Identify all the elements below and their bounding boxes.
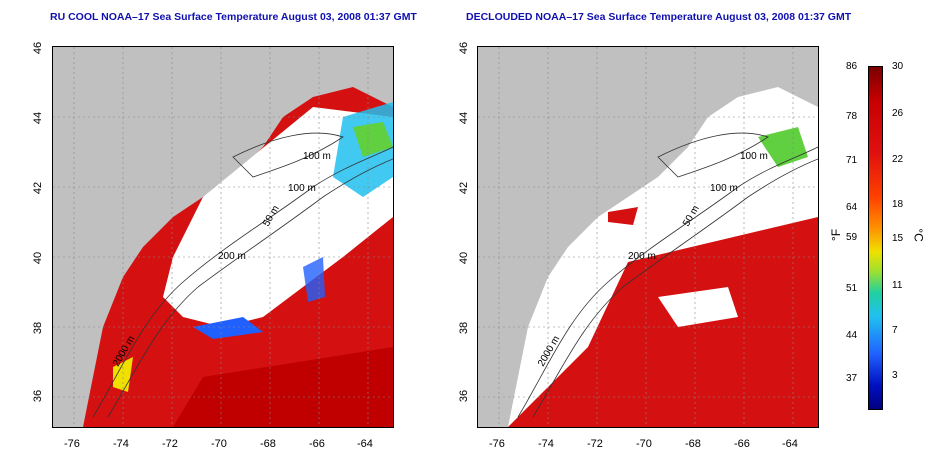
right-sst-map: 100 m 100 m 50 m 200 m 2000 m (477, 46, 819, 428)
left-sst-map: 100 m 100 m 50 m 200 m 2000 m (52, 46, 394, 428)
colorbar-c-15: 15 (892, 233, 904, 244)
colorbar-c-7: 7 (892, 325, 898, 336)
left-lat-36: 36 (32, 389, 45, 403)
colorbar-c-30: 30 (892, 61, 904, 72)
colorbar-unit-celsius: °C (911, 228, 926, 242)
right-lon-64: -64 (782, 438, 798, 450)
contour-label-100m-mid: 100 m (288, 183, 316, 194)
warm-coastal-patch (113, 357, 133, 392)
right-lat-46: 46 (458, 41, 471, 55)
left-map-title: RU COOL NOAA–17 Sea Surface Temperature … (50, 11, 417, 23)
right-lon-76: -76 (489, 438, 505, 450)
colorbar-c-18: 18 (892, 199, 904, 210)
left-lat-46: 46 (32, 41, 45, 55)
right-lon-68: -68 (685, 438, 701, 450)
warm-water-south (173, 347, 393, 427)
bathymetry-contours (92, 132, 393, 418)
left-lat-42: 42 (32, 181, 45, 195)
right-map-canvas: 100 m 100 m 50 m 200 m 2000 m (478, 47, 818, 427)
cloud-gap (658, 287, 738, 327)
contour-label-100m-north: 100 m (740, 151, 768, 162)
temperature-colorbar (868, 66, 883, 410)
right-lon-70: -70 (636, 438, 652, 450)
colorbar-f-44: 44 (846, 330, 858, 341)
land-mass (478, 47, 818, 427)
colorbar-c-26: 26 (892, 108, 904, 119)
left-lon-66: -66 (309, 438, 325, 450)
colorbar-f-64: 64 (846, 202, 858, 213)
left-lon-64: -64 (357, 438, 373, 450)
graticule (478, 47, 818, 427)
colorbar-c-11: 11 (892, 280, 903, 291)
left-lon-76: -76 (64, 438, 80, 450)
left-map-canvas: 100 m 100 m 50 m 200 m 2000 m (53, 47, 393, 427)
green-water-patch (353, 122, 393, 157)
colorbar-f-78: 78 (846, 111, 858, 122)
colorbar-f-71: 71 (846, 155, 858, 166)
contour-label-100m-mid: 100 m (710, 183, 738, 194)
colorbar-f-37: 37 (846, 373, 858, 384)
colorbar-c-22: 22 (892, 154, 904, 165)
left-lat-44: 44 (32, 111, 45, 125)
right-lat-40: 40 (458, 251, 471, 265)
right-lon-74: -74 (538, 438, 554, 450)
warm-patch-shelf (608, 207, 638, 225)
bathymetry-contours (517, 132, 818, 418)
cool-eddy (303, 257, 325, 302)
left-lon-72: -72 (162, 438, 178, 450)
left-lon-70: -70 (211, 438, 227, 450)
right-map-title: DECLOUDED NOAA–17 Sea Surface Temperatur… (466, 11, 852, 23)
colorbar-c-3: 3 (892, 370, 898, 381)
right-lat-42: 42 (458, 181, 471, 195)
right-lat-44: 44 (458, 111, 471, 125)
left-lon-68: -68 (260, 438, 276, 450)
right-lat-38: 38 (458, 321, 471, 335)
right-lon-72: -72 (587, 438, 603, 450)
land-mass (53, 47, 393, 427)
left-lat-38: 38 (32, 321, 45, 335)
contour-label-100m-north: 100 m (303, 151, 331, 162)
colorbar-f-86: 86 (846, 61, 858, 72)
contour-label-200m: 200 m (628, 251, 656, 262)
left-lon-74: -74 (113, 438, 129, 450)
ocean-warm-area (508, 217, 818, 427)
colorbar-f-59: 59 (846, 232, 858, 243)
left-lat-40: 40 (32, 251, 45, 265)
colorbar-f-51: 51 (846, 283, 858, 294)
cool-water-patch-south (193, 317, 263, 339)
contour-label-200m: 200 m (218, 251, 246, 262)
colorbar-unit-fahrenheit: °F (829, 228, 844, 242)
right-lat-36: 36 (458, 389, 471, 403)
right-lon-66: -66 (734, 438, 750, 450)
